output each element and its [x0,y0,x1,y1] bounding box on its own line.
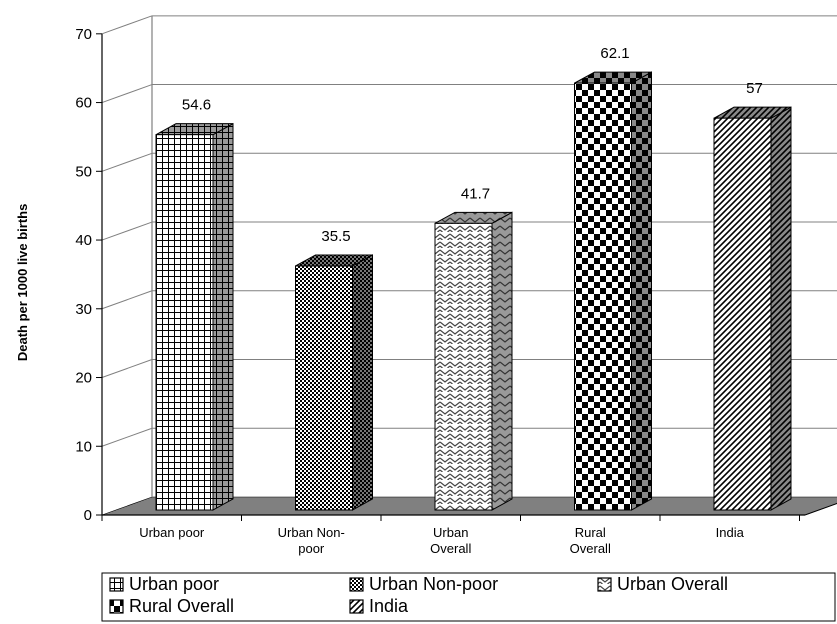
bar-front [155,134,214,511]
y-tick-label: 30 [75,301,92,318]
bar-front [574,82,632,511]
bar-rural-overall [574,71,652,511]
side-gridline [101,221,153,241]
bar-side [212,122,234,511]
bar-front [434,222,493,511]
bar-urban-overall [434,211,513,511]
legend: Urban poor Urban Non-poor Urban Overall Rur… [101,572,836,622]
x-tick-label: Urban Overall [430,525,471,556]
y-tick-label: 10 [75,438,92,455]
legend-label: Rural Overall [129,596,234,616]
side-gridline [101,290,153,310]
side-gridline [101,359,153,378]
x-axis-depth [804,502,837,516]
bar-side [491,211,513,511]
legend-label: Urban Non-poor [369,574,498,594]
y-tick-label: 40 [75,232,92,249]
bars [155,71,792,511]
y-tick-label: 0 [84,507,92,524]
axes: 0 10 20 30 40 50 60 70 Urban poor Urban Non-poor U… [15,26,837,556]
bar-side [352,254,373,511]
side-gridline [101,84,153,104]
data-label: 41.7 [461,185,490,202]
legend-box [101,572,836,622]
x-tick-label: India [716,525,745,540]
legend-swatch [109,577,124,592]
data-label: 57 [746,80,763,97]
y-axis-label: Death per 1000 live births [15,204,30,362]
x-tick-label: Rural Overall [570,525,611,556]
data-label: 62.1 [600,45,629,62]
legend-swatch [349,577,364,592]
legend-label: Urban poor [129,574,219,594]
legend-swatch [109,599,124,614]
y-tick-label: 70 [75,26,92,43]
side-gridline [101,15,153,35]
bar-india [713,106,792,511]
y-tick-label: 20 [75,370,92,387]
side-gridline [101,427,153,447]
bar-urban-poor [155,122,234,511]
bar-side [631,71,652,511]
legend-label: India [369,596,409,616]
x-tick-label: Urban poor [139,525,205,540]
data-label: 54.6 [182,97,211,114]
side-gridline [101,152,153,172]
legend-label: Urban Overall [617,574,728,594]
bar-front [295,265,353,511]
legend-swatch [349,599,364,614]
bar-front [713,117,772,511]
x-tick-label: Urban Non-poor [278,525,345,556]
bar-side [770,106,792,511]
data-labels: 54.6 35.5 41.7 62.1 57 [182,45,763,245]
data-label: 35.5 [321,228,350,245]
y-tick-label: 60 [75,95,92,112]
bar-urban-non-poor [295,254,373,511]
legend-swatch [597,577,612,592]
y-tick-label: 50 [75,163,92,180]
